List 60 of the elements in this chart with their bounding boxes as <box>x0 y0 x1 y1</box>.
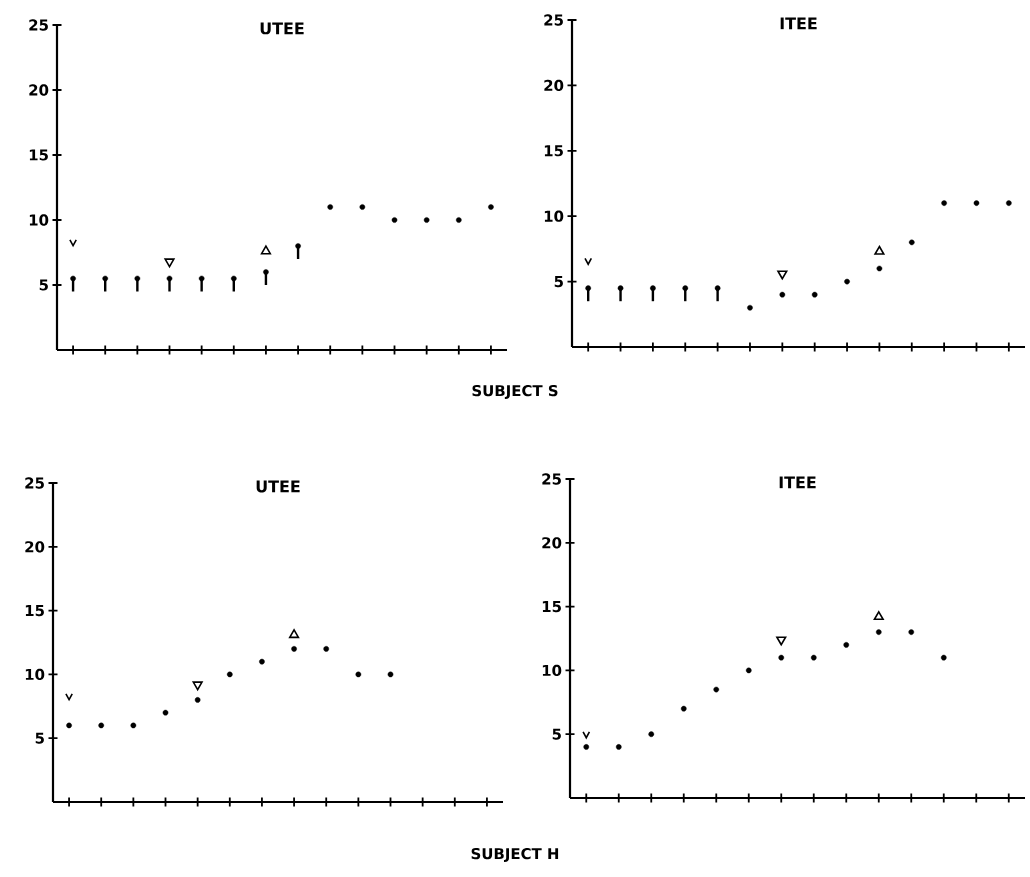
point <box>776 636 787 646</box>
y-tick-label: 15 <box>542 601 561 613</box>
chart-title: UTEE <box>260 22 304 35</box>
point <box>648 731 655 737</box>
y-tick-label: 20 <box>29 84 49 96</box>
y-tick-label: 20 <box>25 541 45 553</box>
y-tick-label: 15 <box>29 149 48 161</box>
point <box>810 654 817 661</box>
y-tick-label: 10 <box>29 214 49 226</box>
point <box>355 671 362 678</box>
point <box>98 722 105 729</box>
point <box>259 658 265 665</box>
y-tick-label: 20 <box>542 537 562 549</box>
point <box>260 245 272 255</box>
y-tick-label: 10 <box>542 664 562 677</box>
y-tick-label: 10 <box>25 668 45 681</box>
point <box>875 629 882 635</box>
point <box>908 629 915 635</box>
text: SUBJECT S <box>472 384 558 400</box>
point <box>226 671 233 678</box>
point <box>162 709 169 716</box>
y-tick-label: 5 <box>39 279 48 291</box>
point <box>323 646 330 652</box>
point <box>874 245 885 255</box>
y-tick-label: 15 <box>25 605 44 617</box>
point <box>192 681 203 691</box>
point <box>713 686 720 693</box>
y-tick-label: 5 <box>552 728 561 740</box>
y-tick-label: 20 <box>544 79 564 92</box>
y-tick-label: 25 <box>544 14 563 26</box>
point <box>873 611 884 621</box>
point <box>65 692 74 701</box>
y-tick-label: 5 <box>554 276 563 288</box>
point <box>778 654 785 661</box>
point <box>777 270 788 280</box>
point <box>584 257 593 266</box>
y-tick-label: 5 <box>35 732 44 744</box>
point <box>164 258 175 268</box>
point <box>291 646 297 652</box>
y-tick-label: 10 <box>544 210 564 222</box>
point <box>387 671 394 678</box>
point <box>66 722 72 729</box>
point <box>680 705 687 712</box>
text: SUBJECT H <box>471 847 559 863</box>
point <box>745 667 752 674</box>
point <box>615 744 622 750</box>
y-tick-label: 25 <box>542 473 561 485</box>
y-tick-label: 25 <box>29 19 48 31</box>
point <box>288 629 300 639</box>
point <box>583 744 590 750</box>
point <box>940 654 947 661</box>
chart-title: UTEE <box>256 480 300 493</box>
y-tick-label: 15 <box>544 145 563 157</box>
y-tick-label: 25 <box>25 477 44 489</box>
point <box>130 722 137 729</box>
chart-title: ITEE <box>780 17 817 30</box>
point <box>69 238 78 247</box>
point <box>843 642 850 648</box>
chart-title: ITEE <box>779 476 816 489</box>
point <box>194 697 201 703</box>
